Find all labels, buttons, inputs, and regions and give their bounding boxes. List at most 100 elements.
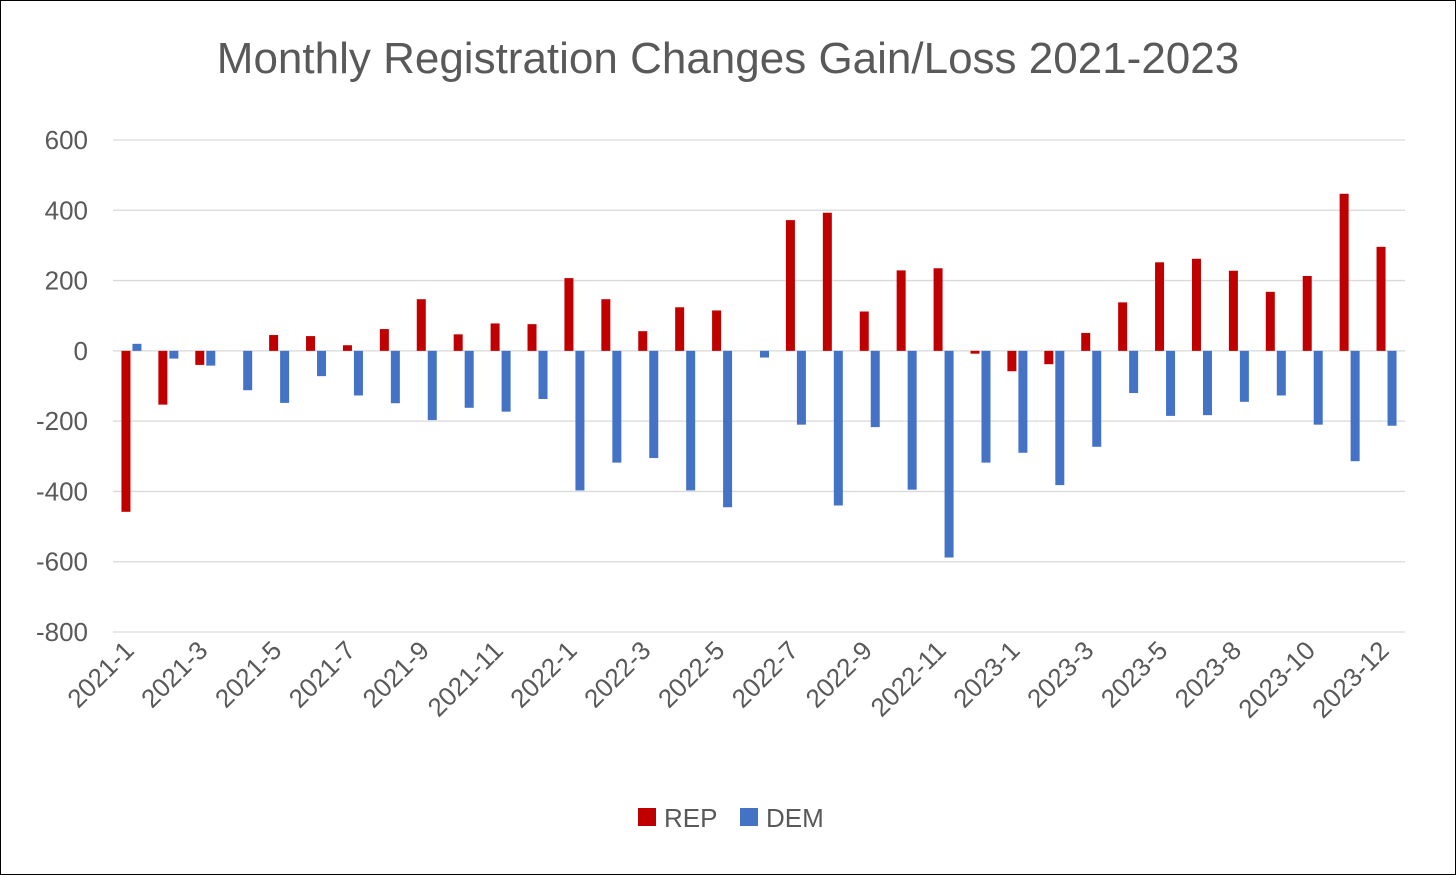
bar-dem-2022-12: [981, 350, 991, 463]
bar-dem-2022-4: [686, 350, 696, 491]
x-tick-label: 2023-3: [1021, 635, 1099, 713]
bar-rep-2022-9: [859, 311, 869, 351]
bar-dem-2023-10: [1313, 350, 1323, 425]
x-tick-label: 2021-11: [422, 635, 509, 722]
bar-dem-2022-6: [760, 350, 769, 358]
bar-rep-2023-10: [1302, 276, 1312, 351]
bar-dem-2023-11: [1350, 350, 1360, 462]
bar-rep-2023-1: [1007, 350, 1017, 372]
bar-rep-2023-8: [1228, 270, 1238, 351]
bar-dem-2023-7: [1202, 350, 1212, 416]
y-tick-label: -200: [36, 406, 88, 436]
y-tick-label: 0: [74, 336, 88, 366]
bar-rep-2021-1: [121, 350, 131, 512]
bar-dem-2021-2: [169, 350, 179, 359]
bar-rep-2023-11: [1339, 193, 1349, 351]
bar-dem-2022-3: [649, 350, 659, 459]
chart-title: Monthly Registration Changes Gain/Loss 2…: [216, 34, 1240, 83]
bars: [121, 193, 1397, 558]
x-tick-label: 2023-5: [1095, 635, 1173, 713]
y-tick-label: 600: [45, 125, 88, 155]
bar-dem-2023-9: [1276, 350, 1286, 396]
bar-dem-2021-12: [538, 350, 548, 400]
x-tick-label: 2022-11: [864, 635, 951, 722]
legend-label-dem: DEM: [766, 803, 824, 833]
bar-dem-2022-9: [870, 350, 880, 428]
x-tick-label: 2021-7: [283, 635, 361, 713]
bar-dem-2021-10: [464, 350, 474, 408]
y-tick-label: -400: [36, 476, 88, 506]
bar-rep-2021-2: [158, 350, 168, 405]
y-axis-tick-labels: 600 400 200 0 -200 -400 -600 -800: [36, 125, 88, 647]
bar-rep-2022-10: [896, 270, 906, 351]
bar-rep-2021-11: [490, 323, 500, 351]
x-tick-label: 2023-1: [947, 635, 1025, 713]
bar-dem-2021-5: [280, 350, 290, 403]
bar-dem-2022-11: [944, 350, 954, 558]
bar-dem-2023-5: [1166, 350, 1176, 416]
bar-dem-2022-5: [723, 350, 733, 508]
bar-rep-2021-9: [416, 299, 426, 351]
bar-rep-2023-4: [1118, 302, 1128, 351]
bar-rep-2022-11: [933, 268, 943, 351]
bar-rep-2023-12: [1376, 246, 1386, 351]
bar-dem-2021-1: [132, 343, 142, 351]
bar-dem-2022-1: [575, 350, 585, 491]
bar-dem-2021-7: [353, 350, 363, 396]
bar-dem-2023-1: [1018, 350, 1028, 453]
bar-rep-2022-7: [785, 220, 795, 351]
x-tick-label: 2022-1: [504, 635, 582, 713]
x-tick-label: 2022-7: [726, 635, 804, 713]
bar-rep-2021-12: [527, 324, 537, 351]
bar-dem-2021-4: [243, 350, 253, 391]
bar-rep-2021-6: [306, 336, 316, 351]
bar-rep-2023-2: [1044, 350, 1054, 365]
bar-dem-2023-4: [1129, 350, 1139, 394]
bar-dem-2023-8: [1239, 350, 1249, 402]
x-axis-tick-labels: 2021-12021-32021-52021-72021-92021-11202…: [61, 635, 1395, 724]
legend-swatch-dem: [740, 808, 758, 826]
bar-rep-2022-2: [601, 299, 611, 351]
bar-rep-2021-8: [379, 329, 389, 351]
x-tick-label: 2023-12: [1306, 635, 1395, 724]
bar-dem-2022-8: [833, 350, 843, 506]
bar-dem-2021-6: [317, 350, 327, 377]
y-tick-label: 200: [45, 266, 88, 296]
bar-rep-2022-3: [638, 331, 648, 351]
bar-rep-2021-3: [195, 350, 205, 365]
bar-dem-2023-12: [1387, 350, 1397, 426]
bar-dem-2021-8: [390, 350, 400, 404]
bar-rep-2023-9: [1265, 291, 1275, 351]
bar-dem-2022-2: [612, 350, 622, 463]
bar-rep-2023-5: [1155, 262, 1165, 351]
y-tick-label: 400: [45, 195, 88, 225]
x-tick-label: 2022-3: [578, 635, 656, 713]
x-tick-label: 2021-5: [209, 635, 287, 713]
bar-dem-2022-7: [796, 350, 806, 425]
y-tick-label: -600: [36, 547, 88, 577]
bar-dem-2022-10: [907, 350, 917, 490]
x-tick-label: 2022-5: [652, 635, 730, 713]
bar-dem-2021-11: [501, 350, 511, 412]
bar-dem-2021-3: [206, 350, 216, 366]
bar-rep-2021-5: [269, 335, 279, 351]
bar-rep-2022-1: [564, 278, 574, 351]
legend-label-rep: REP: [664, 803, 717, 833]
x-tick-label: 2021-3: [135, 635, 213, 713]
y-tick-label: -800: [36, 617, 88, 647]
bar-rep-2021-7: [342, 345, 352, 351]
bar-rep-2022-12: [970, 350, 980, 354]
bar-dem-2023-3: [1092, 350, 1102, 447]
bar-rep-2022-8: [822, 212, 832, 351]
bar-rep-2023-3: [1081, 332, 1091, 351]
bar-rep-2021-10: [453, 334, 463, 351]
bar-rep-2022-5: [712, 310, 722, 351]
legend: REP DEM: [638, 803, 824, 833]
bar-dem-2023-2: [1055, 350, 1065, 486]
bar-dem-2021-9: [427, 350, 437, 421]
gridlines: [113, 139, 1405, 633]
bar-rep-2023-7: [1191, 258, 1201, 351]
x-tick-label: 2023-10: [1232, 635, 1321, 724]
bar-rep-2022-4: [675, 307, 685, 351]
